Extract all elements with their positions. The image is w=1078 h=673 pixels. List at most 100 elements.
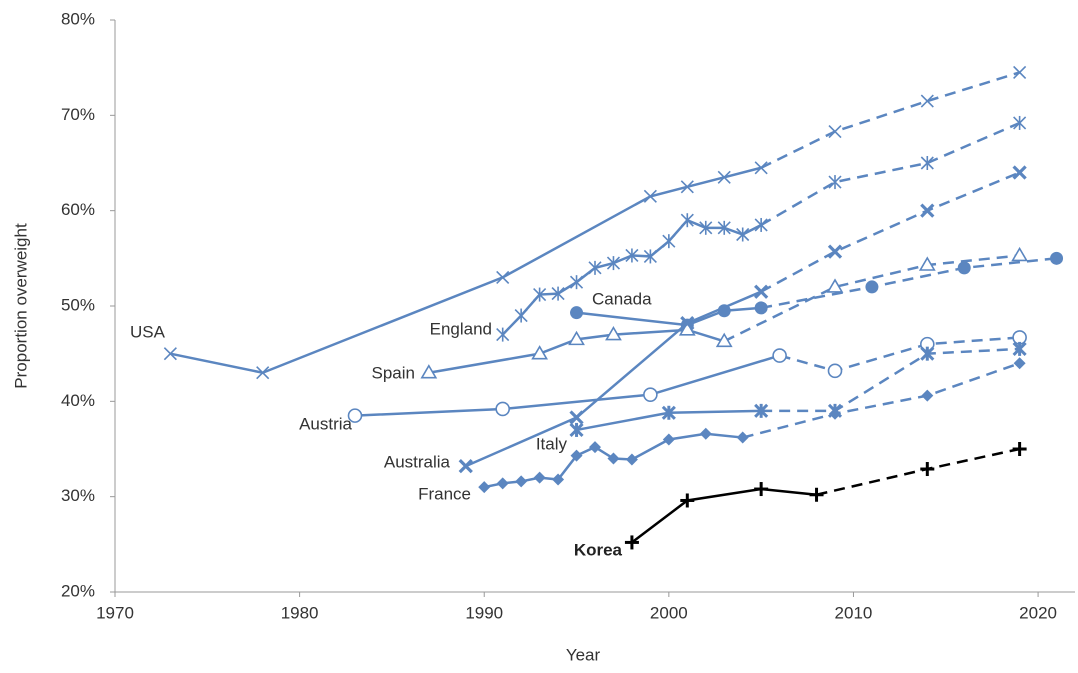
marker-shape (1011, 246, 1029, 262)
marker (920, 156, 934, 170)
series-label: Australia (384, 452, 451, 471)
marker-stroke (643, 189, 657, 203)
y-tick-label: 40% (61, 391, 95, 410)
marker-shape (589, 441, 601, 454)
marker-shape (699, 427, 712, 440)
marker (1011, 246, 1029, 262)
projection-line (760, 171, 1021, 293)
marker-shape (865, 280, 879, 294)
marker (514, 308, 528, 323)
x-tick-label: 2000 (650, 603, 688, 622)
marker-shape (715, 332, 733, 348)
marker-shape (754, 301, 768, 315)
x-tick-label: 2010 (835, 603, 873, 622)
marker (920, 203, 935, 218)
marker-shape (570, 306, 584, 320)
marker (569, 275, 584, 290)
marker-stroke (680, 316, 695, 331)
marker (772, 348, 787, 363)
marker-shape (420, 364, 438, 379)
marker (699, 427, 712, 440)
y-tick-label: 30% (61, 486, 95, 505)
marker (552, 473, 565, 486)
marker (1012, 341, 1027, 356)
marker-shape (347, 408, 363, 423)
marker (661, 405, 676, 420)
marker (568, 330, 585, 346)
observed-line (170, 166, 762, 375)
y-tick-label: 20% (61, 581, 95, 600)
marker (1012, 165, 1027, 180)
observed-line (428, 328, 725, 374)
marker (809, 487, 824, 502)
series-label: Austria (299, 414, 352, 433)
marker (496, 270, 510, 284)
marker (715, 332, 733, 348)
marker-stroke (920, 94, 934, 108)
marker-shape (643, 387, 658, 402)
series-label: Spain (372, 363, 415, 382)
marker (643, 387, 658, 402)
marker (754, 403, 769, 418)
marker (533, 471, 546, 484)
marker (347, 408, 363, 423)
marker (625, 453, 638, 466)
marker (531, 345, 549, 360)
marker (736, 431, 749, 444)
marker (496, 327, 510, 342)
marker-stroke (1012, 165, 1027, 180)
marker (680, 493, 695, 508)
marker (624, 535, 639, 550)
marker-shape (957, 261, 971, 275)
y-tick-label: 50% (61, 295, 95, 314)
marker-shape (552, 473, 565, 486)
marker (699, 220, 713, 235)
marker-shape (918, 256, 936, 271)
marker (606, 256, 621, 271)
marker (588, 260, 602, 275)
marker (754, 482, 769, 497)
observed-line (501, 218, 762, 336)
marker (605, 326, 622, 341)
marker (920, 94, 934, 108)
x-tick-label: 2020 (1019, 603, 1057, 622)
marker-stroke (754, 284, 769, 299)
marker-stroke (256, 366, 270, 380)
marker (754, 284, 769, 299)
marker (754, 301, 768, 315)
marker (827, 363, 843, 379)
marker (570, 449, 583, 462)
marker (569, 410, 584, 425)
projection-line (779, 336, 1020, 373)
marker-stroke (569, 410, 584, 425)
series-label: Korea (574, 540, 623, 559)
marker-shape (826, 278, 844, 293)
marker (865, 280, 879, 294)
marker-shape (1013, 357, 1026, 370)
marker (256, 366, 270, 380)
marker (754, 217, 768, 232)
marker-stroke (163, 347, 177, 361)
marker-stroke (680, 180, 694, 194)
marker (551, 286, 565, 301)
marker (717, 170, 731, 184)
marker (826, 278, 844, 293)
marker-stroke (920, 203, 935, 218)
marker (163, 347, 177, 361)
marker (680, 316, 695, 331)
marker-shape (570, 449, 583, 462)
series-label: France (418, 484, 471, 503)
x-tick-label: 1990 (465, 603, 503, 622)
marker-stroke (828, 124, 842, 139)
marker (921, 389, 934, 402)
observed-line (354, 354, 780, 417)
projection-line (760, 121, 1021, 227)
marker (495, 401, 510, 417)
projection-line (760, 257, 1057, 310)
marker-shape (625, 453, 638, 466)
marker (829, 407, 841, 420)
marker (625, 248, 639, 263)
series-label: Canada (592, 289, 652, 308)
marker-stroke (827, 244, 843, 259)
marker-shape (772, 348, 787, 363)
